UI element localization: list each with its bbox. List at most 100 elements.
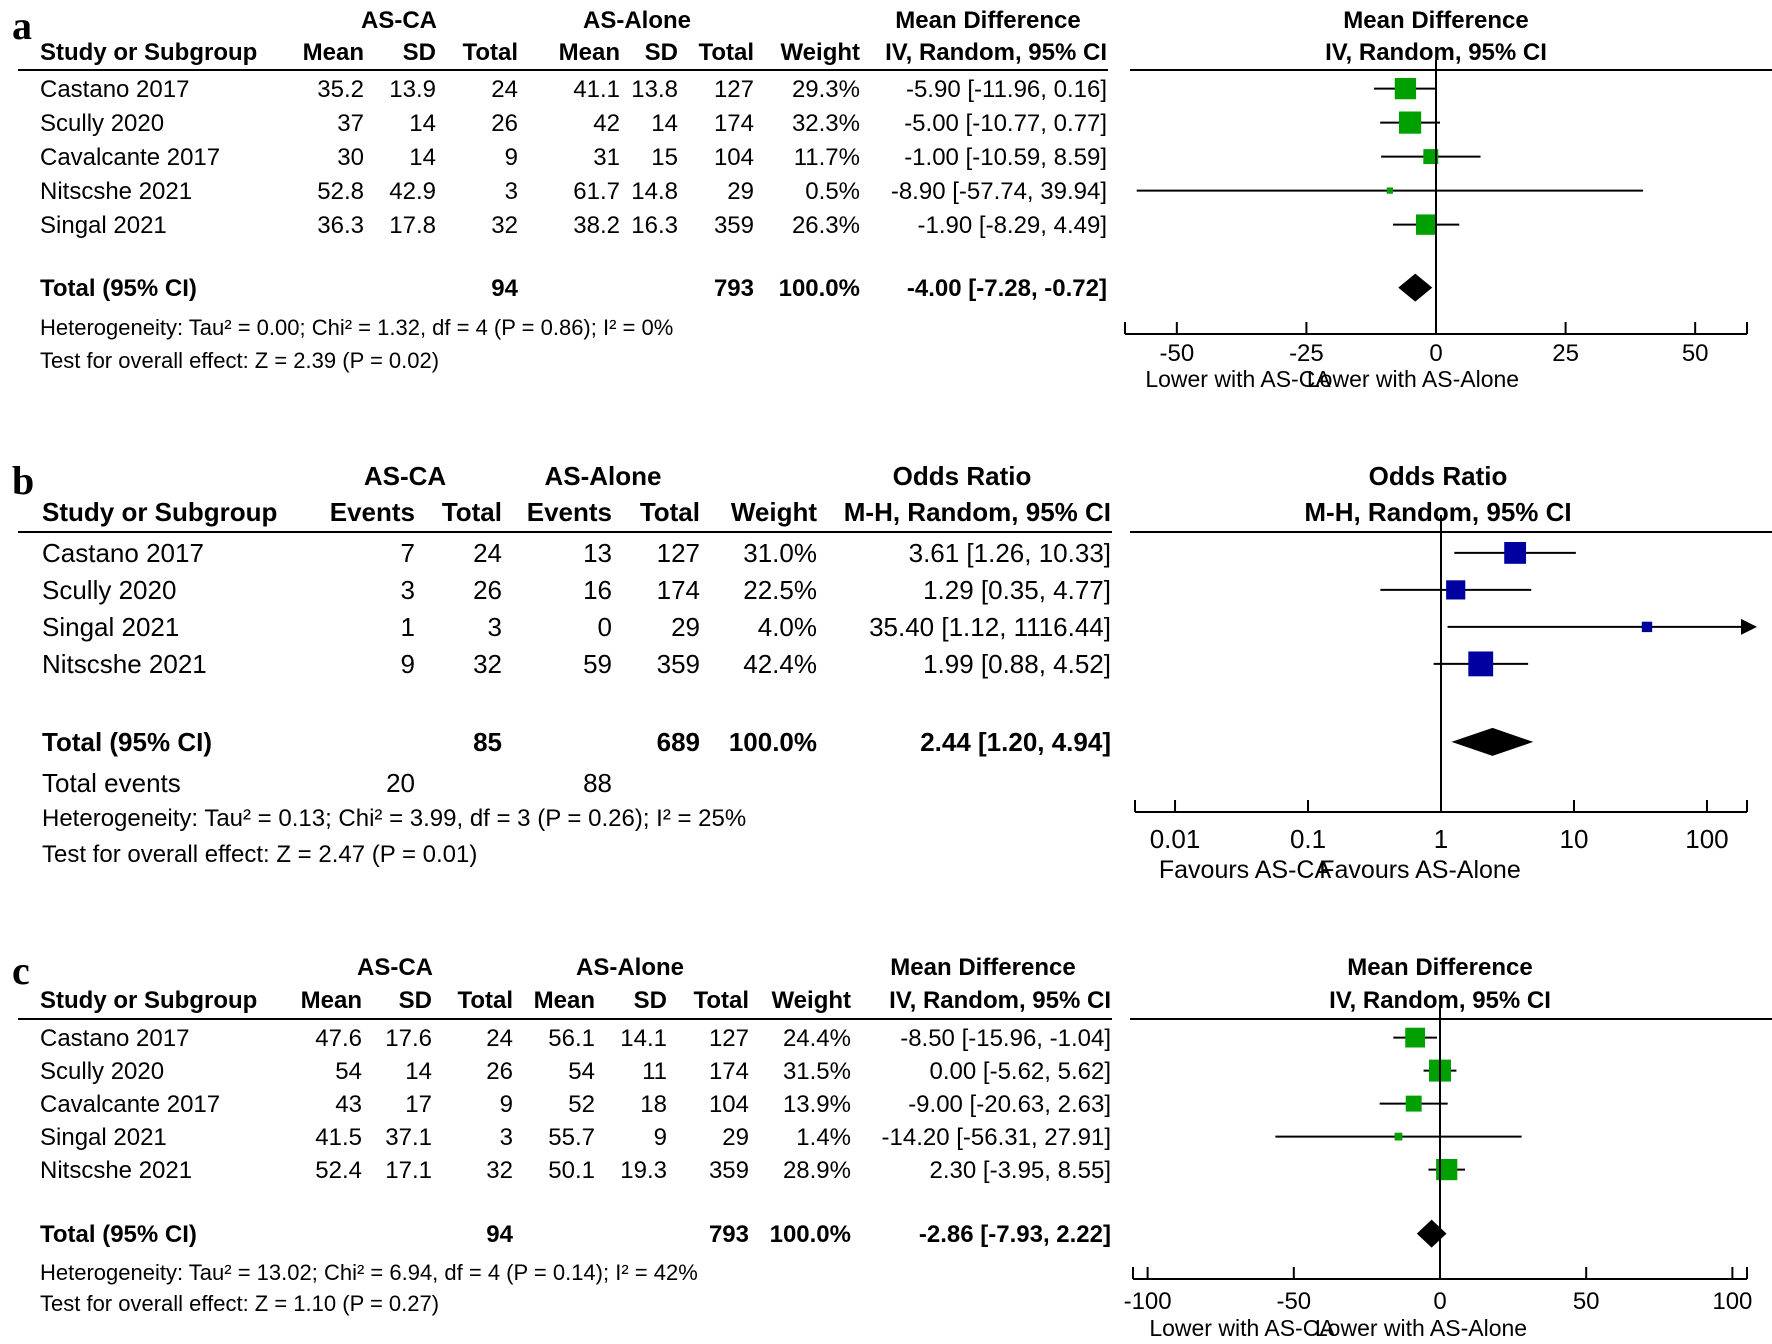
study-cell: 174 [709,1058,749,1085]
group-header: AS-Alone [583,7,691,34]
study-ci: 35.40 [1.12, 1116.44] [869,612,1111,642]
study-cell: 9 [654,1124,667,1151]
study-cell: 104 [714,144,754,171]
column-header: Total [442,497,502,527]
study-cell: 1.4% [796,1124,851,1151]
study-cell: 127 [714,76,754,103]
total-ci: -4.00 [-7.28, -0.72] [907,275,1107,302]
study-name: Singal 2021 [40,1124,167,1151]
point-estimate [1405,1027,1426,1048]
study-cell: 50.1 [548,1157,595,1184]
column-header: Events [330,497,415,527]
column-header: Mean [534,987,595,1014]
study-cell: 104 [709,1091,749,1118]
study-cell: 3 [505,178,518,205]
study-name: Castano 2017 [42,538,204,568]
study-cell: 56.1 [548,1025,595,1052]
study-cell: 32 [473,649,502,679]
axis-tick-label: 50 [1682,340,1709,367]
axis-tick-label: 0.01 [1150,824,1201,854]
column-header: SD [399,987,432,1014]
total-cell: 100.0% [770,1221,851,1248]
study-cell: 42 [593,110,620,137]
group-header: AS-Alone [545,461,662,491]
study-name: Nitscshe 2021 [42,649,207,679]
column-header-ci: IV, Random, 95% CI [889,987,1111,1014]
study-cell: 174 [714,110,754,137]
study-cell: 47.6 [315,1025,362,1052]
point-estimate [1394,1132,1403,1141]
study-cell: 3 [500,1124,513,1151]
study-cell: 32 [491,212,518,239]
heterogeneity-text: Heterogeneity: Tau² = 13.02; Chi² = 6.94… [40,1260,698,1285]
point-estimate [1446,580,1466,600]
study-cell: 31.0% [743,538,817,568]
axis-tick-label: 0 [1433,1288,1446,1315]
point-estimate [1386,187,1393,194]
total-cell: 793 [714,275,754,302]
column-header: SD [645,39,678,66]
total-cell: 85 [473,727,502,757]
study-cell: 17.1 [385,1157,432,1184]
study-ci: -8.90 [-57.74, 39.94] [891,178,1107,205]
study-cell: 14 [409,144,436,171]
study-ci: 3.61 [1.26, 10.33] [909,538,1111,568]
axis-tick-label: 100 [1712,1288,1752,1315]
study-cell: 55.7 [548,1124,595,1151]
column-header: Mean [303,39,364,66]
study-cell: 22.5% [743,575,817,605]
study-cell: 13.9 [389,76,436,103]
study-cell: 4.0% [758,612,817,642]
column-header: Total [640,497,700,527]
study-ci: -1.90 [-8.29, 4.49] [918,212,1107,239]
study-cell: 37 [337,110,364,137]
study-cell: 54 [568,1058,595,1085]
study-cell: 52 [568,1091,595,1118]
column-header: Weight [780,39,860,66]
forest-plot-c: AS-CA AS-Alone Mean Difference Study or Sub… [18,954,1772,1341]
study-cell: 13.8 [631,76,678,103]
study-cell: 31.5% [783,1058,851,1085]
study-cell: 59 [583,649,612,679]
study-name: Scully 2020 [42,575,176,605]
plot-title: Mean Difference [1343,7,1528,34]
study-cell: 24 [486,1025,513,1052]
study-cell: 24 [491,76,518,103]
axis-tick-label: -25 [1289,340,1324,367]
study-name: Scully 2020 [40,1058,164,1085]
study-cell: 3 [488,612,502,642]
panel-label: a [12,3,32,48]
study-cell: 7 [401,538,415,568]
study-cell: 17.8 [389,212,436,239]
column-header: Mean [301,987,362,1014]
study-cell: 26 [491,110,518,137]
column-header-ci: M-H, Random, 95% CI [844,497,1111,527]
study-cell: 18 [640,1091,667,1118]
axis-tick-label: -50 [1276,1288,1311,1315]
study-cell: 29.3% [792,76,860,103]
study-name: Singal 2021 [42,612,179,642]
study-name: Cavalcante 2017 [40,1091,220,1118]
column-header-study: Study or Subgroup [40,39,257,66]
study-cell: 16.3 [631,212,678,239]
heterogeneity-text: Heterogeneity: Tau² = 0.00; Chi² = 1.32,… [40,315,673,340]
column-header-ci: IV, Random, 95% CI [885,39,1107,66]
study-cell: 26.3% [792,212,860,239]
total-ci: 2.44 [1.20, 4.94] [920,727,1111,757]
axis-tick-label: 10 [1560,824,1589,854]
study-cell: 127 [657,538,700,568]
favours-left-label: Lower with AS-CA [1145,366,1331,392]
study-ci: 2.30 [-3.95, 8.55] [930,1157,1111,1184]
axis-tick-label: -50 [1159,340,1194,367]
column-header: Weight [771,987,851,1014]
favours-right-label: Lower with AS-Alone [1315,1315,1527,1341]
axis-tick-label: 0 [1429,340,1442,367]
study-cell: 127 [709,1025,749,1052]
effect-title: Mean Difference [890,954,1075,981]
forest-plot-a: AS-CA AS-Alone Mean Difference Study or Sub… [18,7,1772,392]
study-cell: 11 [642,1058,667,1085]
total-cell: 100.0% [729,727,817,757]
group-header: AS-CA [364,461,447,491]
study-name: Nitscshe 2021 [40,1157,192,1184]
point-estimate [1468,651,1494,677]
